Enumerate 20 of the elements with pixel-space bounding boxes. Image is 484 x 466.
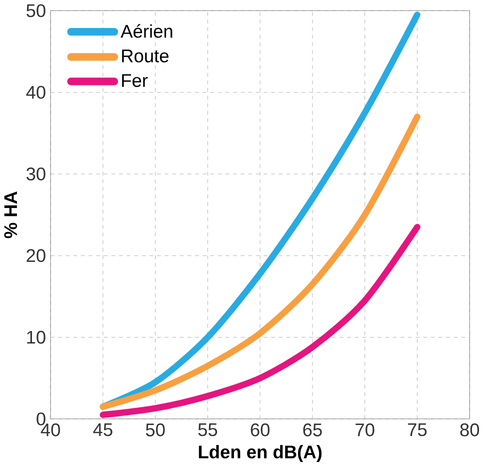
- x-tick-label: 50: [146, 423, 165, 436]
- x-axis-title: Lden en dB(A): [198, 444, 322, 462]
- x-tick-label: 45: [93, 423, 112, 436]
- x-tick-label: 65: [303, 423, 322, 436]
- y-tick-label: 40: [26, 86, 46, 99]
- y-tick-label: 20: [26, 249, 46, 262]
- y-tick-label: 0: [36, 412, 46, 426]
- x-tick-label: 80: [460, 423, 480, 436]
- legend-label: Fer: [122, 74, 148, 87]
- x-tick-label: 70: [356, 423, 374, 436]
- x-tick-label: 55: [198, 423, 218, 436]
- y-tick-label: 30: [26, 167, 46, 180]
- legend-label: Aérien: [120, 24, 172, 38]
- y-tick-label: 10: [27, 330, 46, 344]
- legend-label: Route: [122, 50, 169, 62]
- y-tick-label: 50: [26, 4, 46, 18]
- x-tick-label: 40: [40, 423, 60, 436]
- y-axis-title: % HA: [4, 191, 18, 238]
- x-tick-label: 60: [250, 423, 270, 436]
- x-tick-label: 75: [408, 423, 427, 436]
